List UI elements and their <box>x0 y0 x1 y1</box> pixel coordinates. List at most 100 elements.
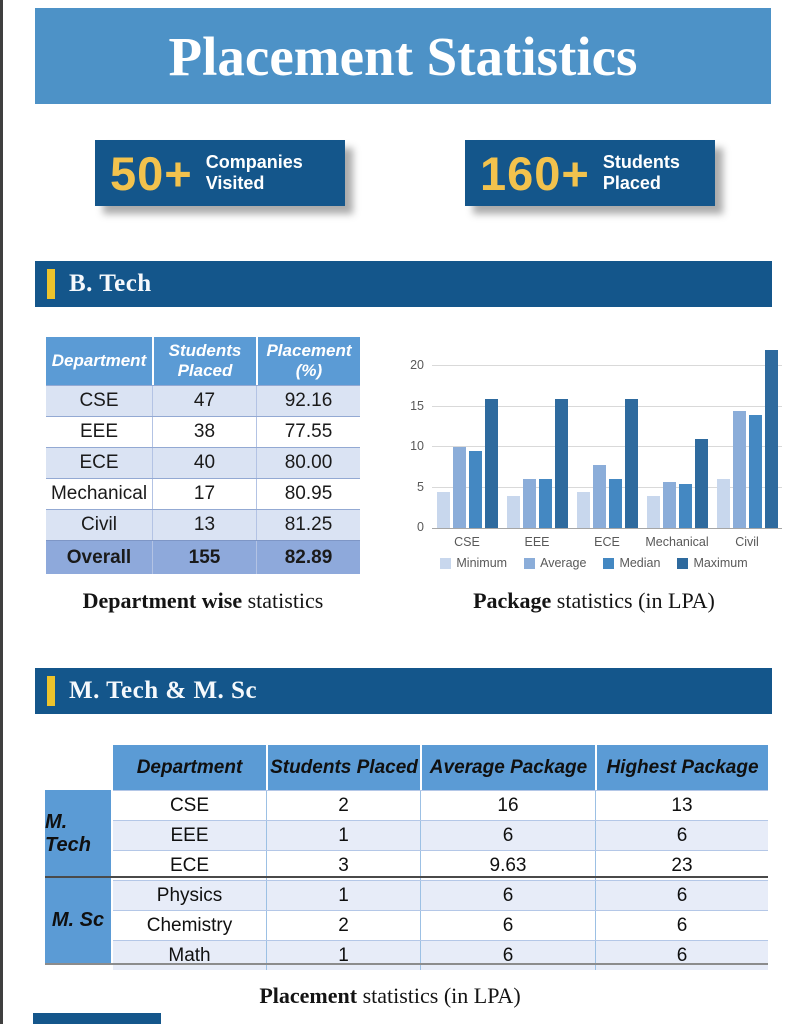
mtech-cell: 9.63 <box>420 851 595 880</box>
group-label-msc: M. Sc <box>45 877 113 964</box>
page-title: Placement Statistics <box>168 25 638 87</box>
chart-bar-group-eee <box>502 346 572 528</box>
mtech-table-row: CSE 2 16 13 <box>113 790 768 820</box>
mtech-table-row: Chemistry 2 6 6 <box>113 910 768 940</box>
mtech-msc-placement-table: Department Students Placed Average Package… <box>45 745 768 970</box>
btech-overall-cell: 155 <box>152 541 256 574</box>
btech-cell: Mechanical <box>50 483 148 504</box>
chart-y-tick-label: 15 <box>410 398 424 413</box>
chart-legend-item: Average <box>524 556 586 570</box>
btech-overall-cell: 82.89 <box>256 541 360 574</box>
btech-cell: ECE <box>46 448 152 478</box>
btech-column-header: Placement (%) <box>256 337 360 385</box>
companies-label-line2: Visited <box>205 173 265 193</box>
legend-swatch-icon <box>524 557 536 569</box>
mtech-table-caption: Placement statistics (in LPA) <box>35 983 745 1009</box>
companies-count: 50+ <box>110 146 193 200</box>
btech-cell: 38 <box>152 417 256 447</box>
btech-overall-cell: Overall <box>46 541 152 574</box>
btech-table-row: EEE 38 77.55 <box>46 416 360 447</box>
mtech-cell: 2 <box>266 911 420 940</box>
chart-bar-minimum <box>506 495 520 528</box>
chart-bar-median <box>748 414 762 528</box>
mtech-cell: 6 <box>420 941 595 970</box>
mtech-cell: 1 <box>266 821 420 850</box>
chart-gridline <box>432 405 782 407</box>
stat-box-companies-visited: 50+ Companies Visited <box>95 140 345 206</box>
btech-column-header: Department <box>46 337 152 385</box>
mtech-cell: 6 <box>420 881 595 910</box>
chart-plot-area <box>432 346 782 529</box>
legend-swatch-icon <box>603 557 615 569</box>
students-label-line2: Placed <box>602 173 661 193</box>
section-title-btech: B. Tech <box>69 270 152 297</box>
chart-bar-maximum <box>764 350 778 528</box>
chart-legend-item: Maximum <box>677 556 748 570</box>
btech-caption-rest: statistics <box>242 588 324 613</box>
chart-bar-average <box>662 481 676 528</box>
mtech-caption-bold: Placement <box>259 983 358 1008</box>
legend-label: Minimum <box>456 556 508 570</box>
mtech-column-header: Highest Package <box>595 745 768 790</box>
chart-bar-group-civil <box>712 346 782 528</box>
mtech-table-row: EEE 1 6 6 <box>113 820 768 850</box>
page-left-border <box>0 0 3 1024</box>
legend-label: Average <box>540 556 587 570</box>
chart-caption-bold: Package <box>473 588 552 613</box>
mtech-cell: 13 <box>595 791 768 820</box>
mtech-cell: 6 <box>595 821 768 850</box>
students-count: 160+ <box>480 146 590 200</box>
mtech-cell: EEE <box>113 821 266 850</box>
chart-y-tick-label: 5 <box>417 479 424 494</box>
mtech-cell: 6 <box>420 911 595 940</box>
mtech-cell: Chemistry <box>113 911 266 940</box>
btech-table-row: Mechanical 17 80.95 <box>46 478 360 509</box>
chart-bar-average <box>452 447 466 528</box>
btech-cell: 81.25 <box>256 510 360 540</box>
mtech-table-row: Math 1 6 6 <box>113 940 768 970</box>
companies-label: Companies Visited <box>206 152 303 194</box>
chart-bar-group-ece <box>572 346 642 528</box>
btech-table-row: CSE 47 92.16 <box>46 385 360 416</box>
mtech-cell: 6 <box>595 881 768 910</box>
mtech-cell: 1 <box>266 941 420 970</box>
group-label-mtech: M. Tech <box>45 790 113 877</box>
mtech-header-row: Department Students Placed Average Package… <box>113 745 768 790</box>
chart-bar-average <box>522 479 536 528</box>
companies-label-line1: Companies <box>205 151 303 172</box>
chart-bar-minimum <box>646 495 660 528</box>
chart-bar-group-mechanical <box>642 346 712 528</box>
btech-cell: 40 <box>152 448 256 478</box>
btech-overall-row: Overall 155 82.89 <box>46 540 360 574</box>
legend-swatch-icon <box>677 557 689 569</box>
chart-gridline <box>432 486 782 488</box>
next-section-banner-cutoff <box>33 1013 161 1024</box>
chart-bar-maximum <box>554 398 568 528</box>
mtech-cell: 6 <box>595 911 768 940</box>
btech-placement-table: Department Students Placed Placement (%) CS… <box>46 337 360 574</box>
group-separator-line <box>45 876 768 878</box>
title-banner: Placement Statistics <box>35 8 771 104</box>
btech-caption-bold: Department wise <box>82 588 243 613</box>
chart-x-tick-label: EEE <box>524 535 550 549</box>
stat-box-students-placed: 160+ Students Placed <box>465 140 715 206</box>
mtech-table-row: Physics 1 6 6 <box>113 880 768 910</box>
btech-cell: 80.00 <box>256 448 360 478</box>
mtech-column-header: Students Placed <box>266 745 420 790</box>
mtech-cell: Math <box>113 941 266 970</box>
chart-x-tick-label: ECE <box>594 535 620 549</box>
package-statistics-chart: CSE EEE ECE Mechanical Civil Minimum Average M… <box>398 338 790 576</box>
chart-x-tick-label: CSE <box>454 535 480 549</box>
btech-cell: 92.16 <box>256 386 360 416</box>
legend-label: Median <box>619 556 661 570</box>
chart-bar-maximum <box>624 398 638 528</box>
chart-legend-item: Median <box>603 556 660 570</box>
btech-cell: EEE <box>79 421 119 442</box>
mtech-cell: 6 <box>595 941 768 970</box>
mtech-cell: 1 <box>266 881 420 910</box>
mtech-cell: 16 <box>420 791 595 820</box>
btech-header-row: Department Students Placed Placement (%) <box>46 337 360 385</box>
mtech-table-row: ECE 3 9.63 23 <box>113 850 768 880</box>
mtech-column-header: Average Package <box>420 745 595 790</box>
chart-legend-item: Minimum <box>440 556 507 570</box>
